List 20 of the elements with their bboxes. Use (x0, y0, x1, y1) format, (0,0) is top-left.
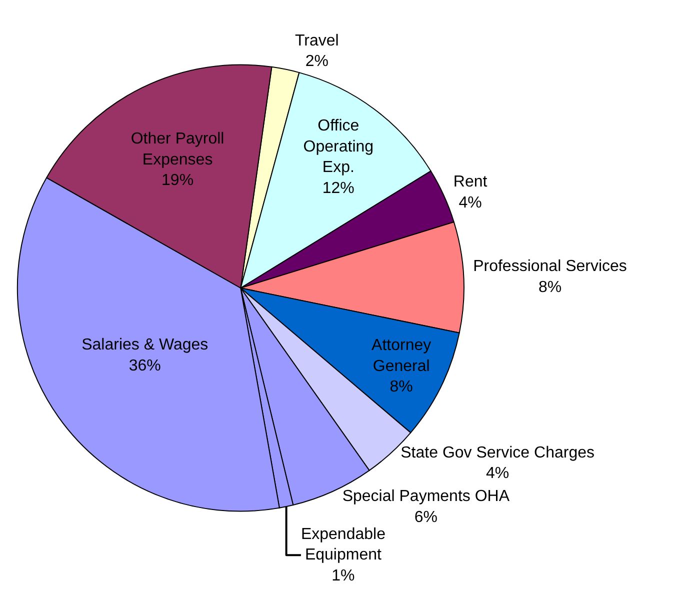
data-label: 12% (322, 180, 354, 198)
slice-label: Office Operating Exp. (303, 118, 374, 176)
data-label: 2% (305, 53, 328, 70)
data-label: 4% (458, 194, 482, 212)
slice-label: Attorney General (372, 337, 432, 375)
data-label: 1% (332, 567, 355, 584)
data-label: 4% (486, 465, 510, 482)
slice-label: Other Payroll Expenses (130, 130, 224, 168)
data-label: 8% (390, 378, 413, 396)
slice-label: Travel (294, 32, 339, 50)
data-label: 8% (538, 278, 562, 296)
slice-label: Expendable Equipment (300, 526, 386, 564)
data-label: 19% (162, 172, 194, 190)
slice-label: Professional Services (473, 258, 627, 276)
slice-label: Rent (453, 174, 488, 191)
slice-label: Special Payments OHA (342, 488, 510, 506)
data-label: 6% (414, 508, 438, 526)
data-label: 36% (128, 357, 161, 374)
slice-label: State Gov Service Charges (400, 444, 595, 462)
slice-label: Salaries & Wages (82, 336, 208, 354)
